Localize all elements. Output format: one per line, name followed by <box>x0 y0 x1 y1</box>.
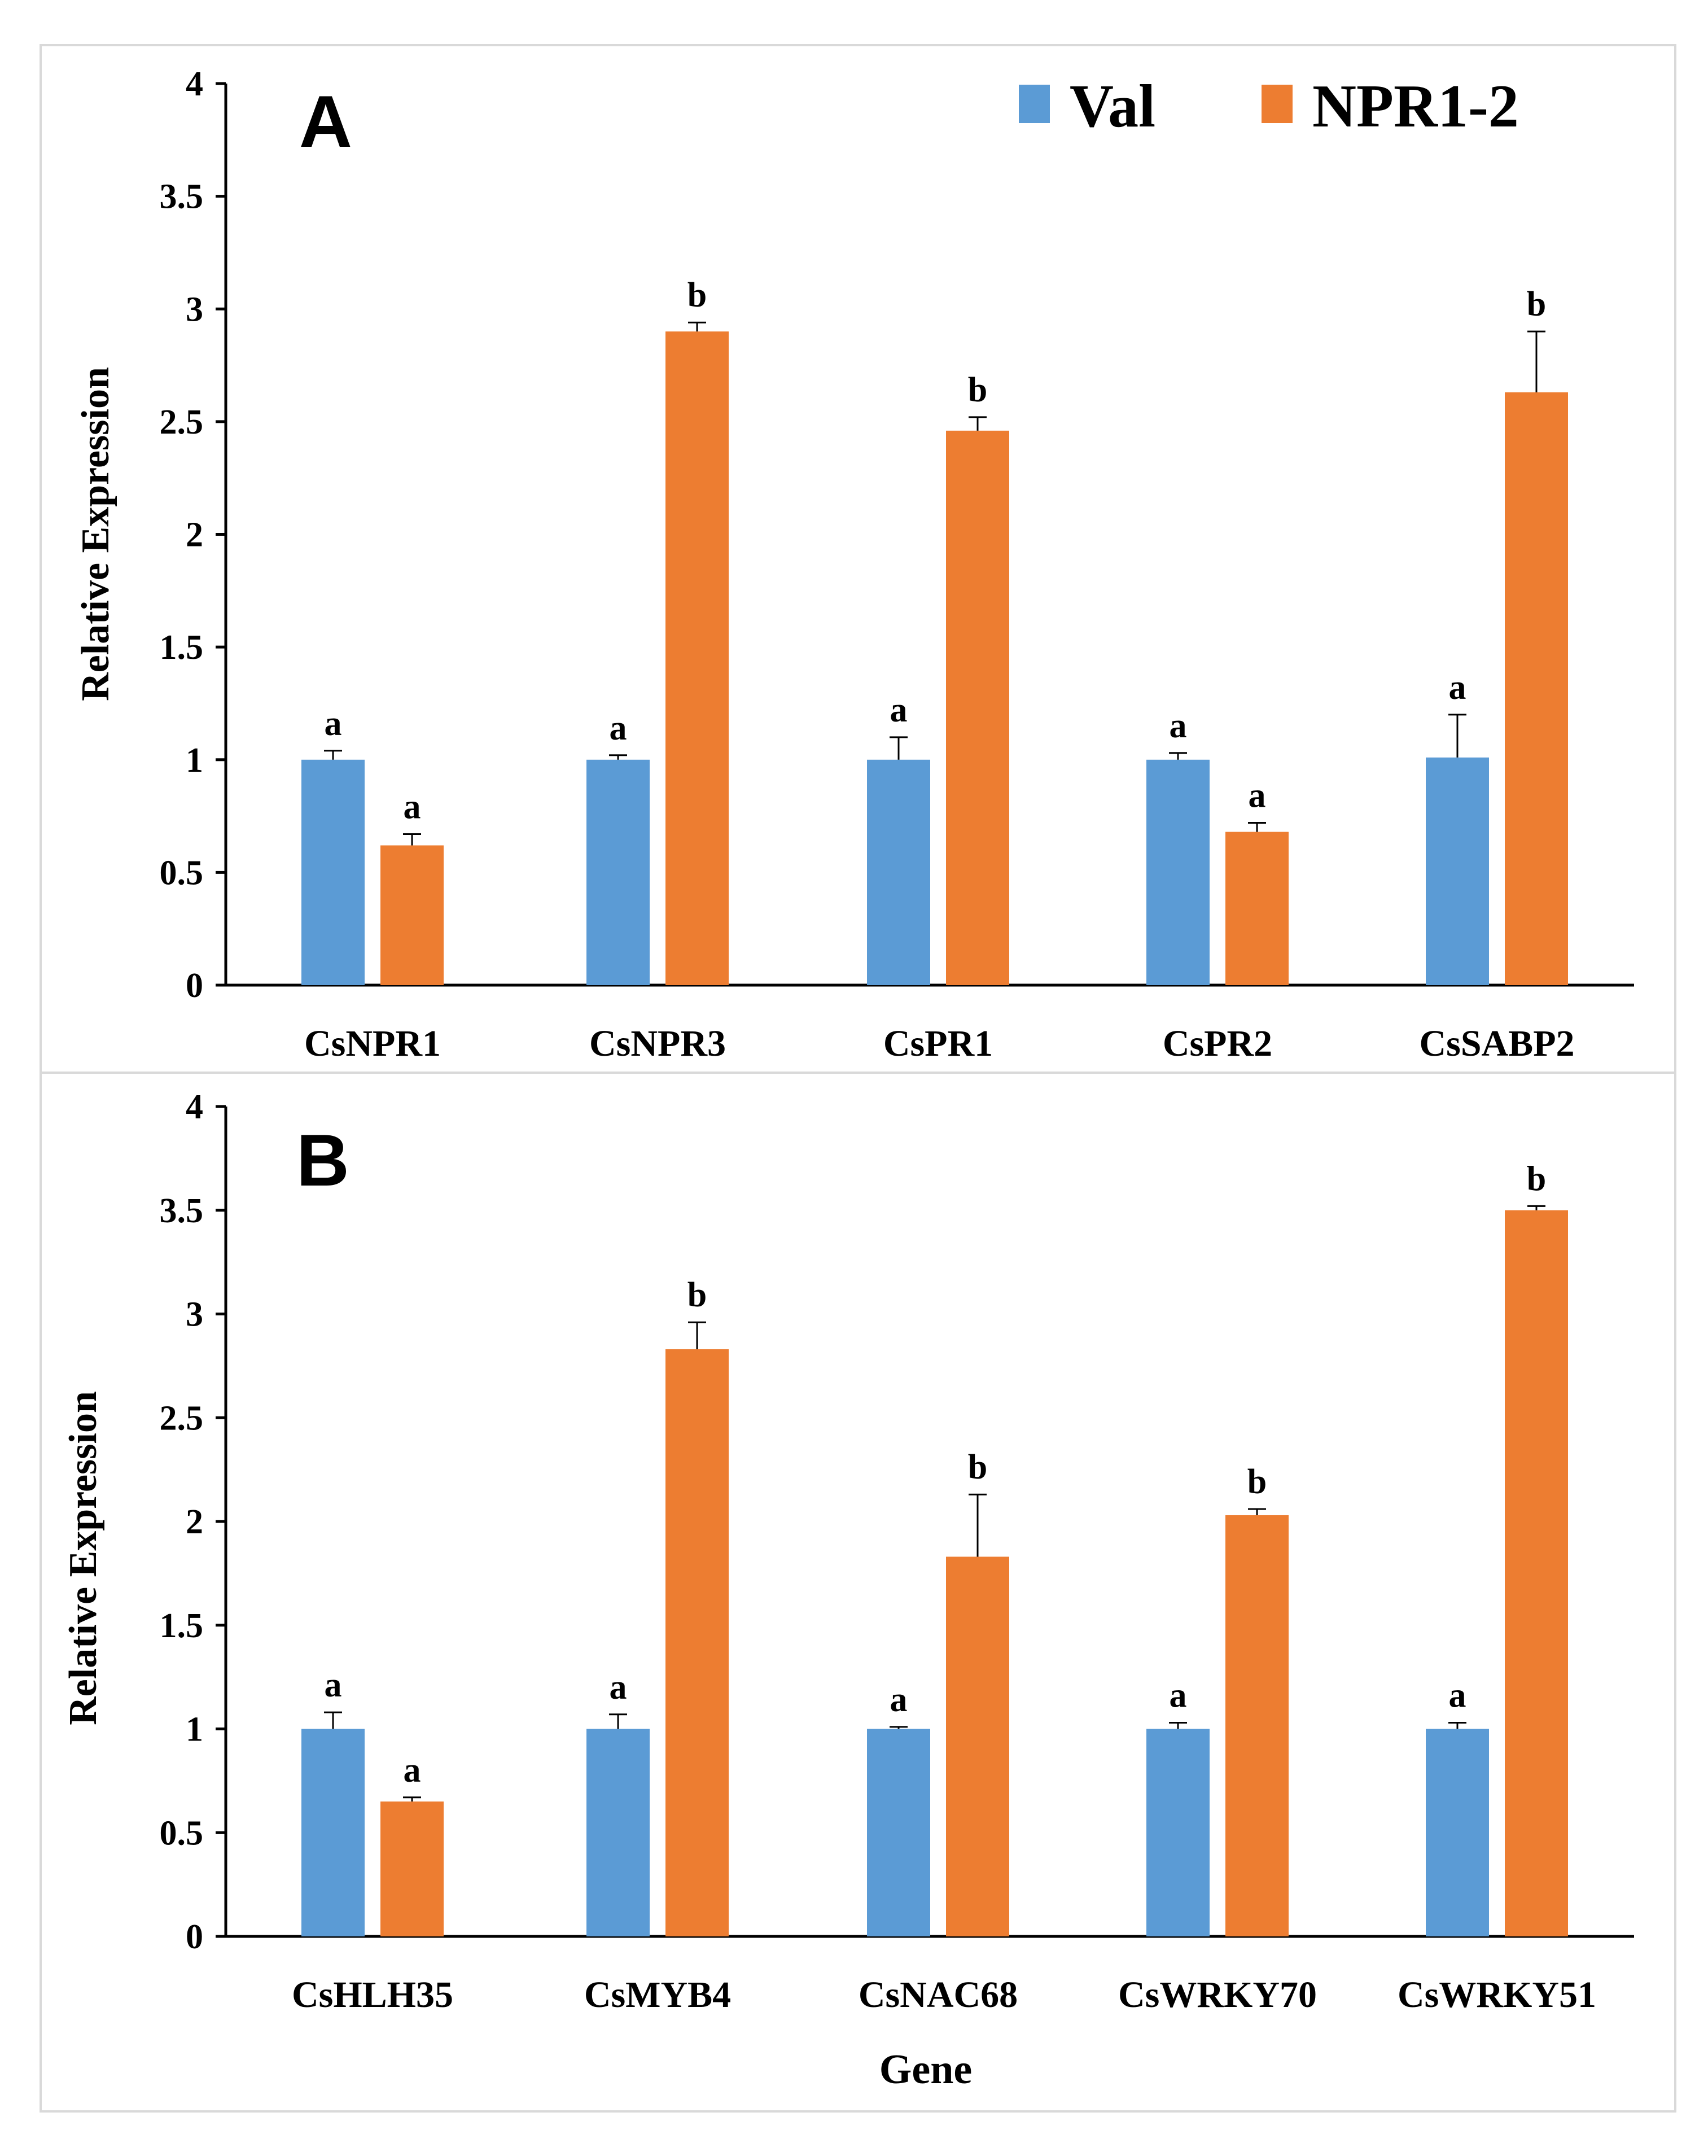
y-tick-label-a: 0.5 <box>160 854 204 892</box>
y-tick-label-b: 3 <box>186 1296 203 1334</box>
bar-val-a <box>586 759 650 985</box>
y-axis-title-b: Relative Expression <box>62 1391 105 1725</box>
y-tick-label-a: 1.5 <box>160 628 204 667</box>
bar-npr1-2-b <box>946 1556 1009 1936</box>
category-label-b: CsWRKY51 <box>1398 1974 1596 2015</box>
significance-letter-val-a: a <box>1170 707 1187 745</box>
significance-letter-npr1-2-b: b <box>968 1448 987 1486</box>
y-tick-label-b: 1.5 <box>160 1607 204 1645</box>
category-label-a: CsPR2 <box>1163 1023 1272 1064</box>
legend: Val NPR1-2 <box>1019 73 1519 140</box>
significance-letter-npr1-2-a: b <box>687 276 707 314</box>
category-label-b: CsHLH35 <box>292 1974 453 2015</box>
significance-letter-val-b: a <box>1170 1676 1187 1715</box>
significance-letter-val-b: a <box>610 1668 627 1707</box>
significance-letter-npr1-2-a: b <box>1527 285 1546 323</box>
category-label-a: CsNPR3 <box>589 1023 726 1064</box>
plot-a: 0 0.5 1 1.5 2 2.5 3 3.5 4 CsNPR1 CsNPR3 CsPR1 CsPR2 C… <box>160 65 1634 1064</box>
bar-val-a <box>301 759 365 985</box>
legend-swatch-val <box>1019 85 1050 123</box>
significance-letter-val-a: a <box>890 691 908 729</box>
significance-letter-val-a: a <box>610 709 627 747</box>
x-axis-title: Gene <box>879 2046 972 2093</box>
bar-npr1-2-a <box>665 331 729 985</box>
category-label-b: CsNAC68 <box>859 1974 1018 2015</box>
category-label-b: CsWRKY70 <box>1118 1974 1317 2015</box>
significance-letter-npr1-2-b: b <box>1247 1463 1267 1501</box>
bar-val-a <box>1146 759 1210 985</box>
y-tick-label-b: 0.5 <box>160 1814 204 1852</box>
bar-val-b <box>867 1729 930 1936</box>
legend-label-val: Val <box>1070 73 1155 140</box>
category-label-a: CsSABP2 <box>1419 1023 1574 1064</box>
legend-swatch-npr1-2 <box>1262 85 1293 123</box>
significance-letter-npr1-2-a: a <box>1249 777 1266 815</box>
legend-label-npr1-2: NPR1-2 <box>1312 73 1519 140</box>
bar-val-b <box>1146 1729 1210 1936</box>
y-tick-label-a: 4 <box>186 65 203 103</box>
bar-val-a <box>867 759 930 985</box>
bar-npr1-2-b <box>380 1801 444 1936</box>
y-tick-label-a: 2 <box>186 516 203 554</box>
significance-letter-npr1-2-b: b <box>687 1276 707 1314</box>
y-tick-label-b: 2.5 <box>160 1399 204 1437</box>
y-tick-label-a: 2.5 <box>160 403 204 441</box>
category-label-b: CsMYB4 <box>584 1974 731 2015</box>
significance-letter-val-b: a <box>1449 1676 1466 1715</box>
y-tick-label-b: 3.5 <box>160 1192 204 1230</box>
significance-letter-npr1-2-b: b <box>1527 1160 1546 1198</box>
y-tick-label-b: 1 <box>186 1711 203 1749</box>
bar-npr1-2-a <box>380 845 444 985</box>
bar-val-b <box>301 1729 365 1936</box>
bar-val-b <box>586 1729 650 1936</box>
bar-val-b <box>1426 1729 1489 1936</box>
significance-letter-npr1-2-a: b <box>968 371 987 409</box>
significance-letter-val-b: a <box>325 1666 342 1704</box>
y-tick-label-b: 4 <box>186 1088 203 1126</box>
category-label-a: CsPR1 <box>883 1023 993 1064</box>
significance-letter-val-a: a <box>325 705 342 743</box>
bar-npr1-2-b <box>1225 1515 1289 1936</box>
significance-letter-val-b: a <box>890 1681 908 1719</box>
bar-npr1-2-a <box>946 430 1009 985</box>
y-tick-label-a: 3 <box>186 290 203 329</box>
y-tick-label-a: 3.5 <box>160 178 204 216</box>
panel-label-a: A <box>299 80 352 163</box>
y-tick-label-a: 1 <box>186 741 203 780</box>
y-axis-title-a: Relative Expression <box>74 367 117 701</box>
bar-npr1-2-b <box>1505 1210 1568 1936</box>
y-tick-label-b: 0 <box>186 1918 203 1956</box>
significance-letter-npr1-2-a: a <box>404 788 421 826</box>
category-label-a: CsNPR1 <box>304 1023 441 1064</box>
y-tick-label-a: 0 <box>186 967 203 1005</box>
bar-npr1-2-a <box>1505 392 1568 986</box>
bar-npr1-2-b <box>665 1349 729 1936</box>
bar-val-a <box>1426 757 1489 985</box>
y-tick-label-b: 2 <box>186 1503 203 1541</box>
significance-letter-val-a: a <box>1449 668 1466 707</box>
significance-letter-npr1-2-b: a <box>404 1751 421 1790</box>
plot-b: 0 0.5 1 1.5 2 2.5 3 3.5 4 CsHLH35 CsMYB4 CsNAC68 CsW… <box>160 1088 1634 2015</box>
bar-npr1-2-a <box>1225 832 1289 985</box>
panel-label-b: B <box>296 1119 349 1201</box>
